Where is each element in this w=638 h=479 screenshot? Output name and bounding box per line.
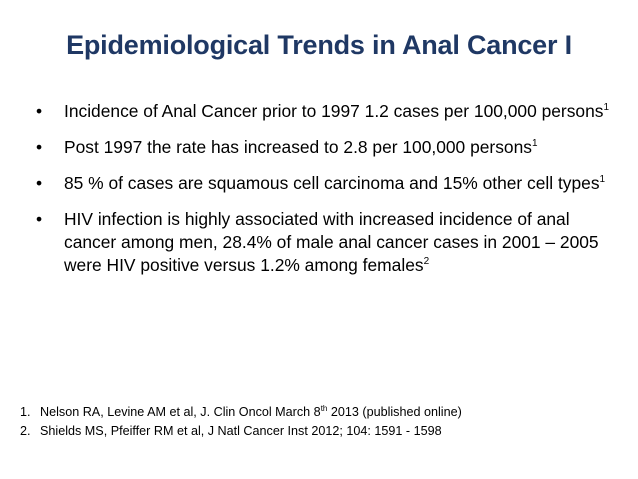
reference-text-tail: 2013 (published online) (327, 405, 462, 419)
bullet-dot-icon: • (36, 137, 43, 157)
bullet-text: HIV infection is highly associated with … (64, 209, 599, 275)
bullet-text: Incidence of Anal Cancer prior to 1997 1… (64, 101, 604, 121)
bullet-text: Post 1997 the rate has increased to 2.8 … (64, 137, 532, 157)
bullet-dot-icon: • (36, 101, 43, 121)
citation-superscript: 1 (531, 138, 538, 150)
reference-list: 1. Nelson RA, Levine AM et al, J. Clin On… (20, 403, 620, 441)
bullet-item: • 85 % of cases are squamous cell carcin… (36, 172, 611, 195)
citation-superscript: 2 (423, 256, 430, 268)
reference-superscript: th (320, 403, 328, 413)
bullet-item: • Post 1997 the rate has increased to 2.… (36, 136, 611, 159)
bullet-item: • HIV infection is highly associated wit… (36, 208, 611, 277)
bullet-item: • Incidence of Anal Cancer prior to 1997… (36, 100, 611, 123)
bullet-dot-icon: • (36, 209, 43, 229)
bullet-text: 85 % of cases are squamous cell carcinom… (64, 173, 600, 193)
reference-number: 2. (20, 424, 31, 438)
bullet-dot-icon: • (36, 173, 43, 193)
citation-superscript: 1 (603, 102, 610, 114)
slide-title: Epidemiological Trends in Anal Cancer I (66, 30, 572, 60)
reference-item: 1. Nelson RA, Levine AM et al, J. Clin On… (20, 403, 620, 422)
reference-number: 1. (20, 405, 31, 419)
bullet-list: • Incidence of Anal Cancer prior to 1997… (36, 100, 611, 290)
reference-text: Shields MS, Pfeiffer RM et al, J Natl Ca… (40, 424, 442, 438)
citation-superscript: 1 (599, 174, 606, 186)
reference-item: 2. Shields MS, Pfeiffer RM et al, J Natl … (20, 422, 620, 441)
reference-text: Nelson RA, Levine AM et al, J. Clin Onco… (40, 405, 321, 419)
